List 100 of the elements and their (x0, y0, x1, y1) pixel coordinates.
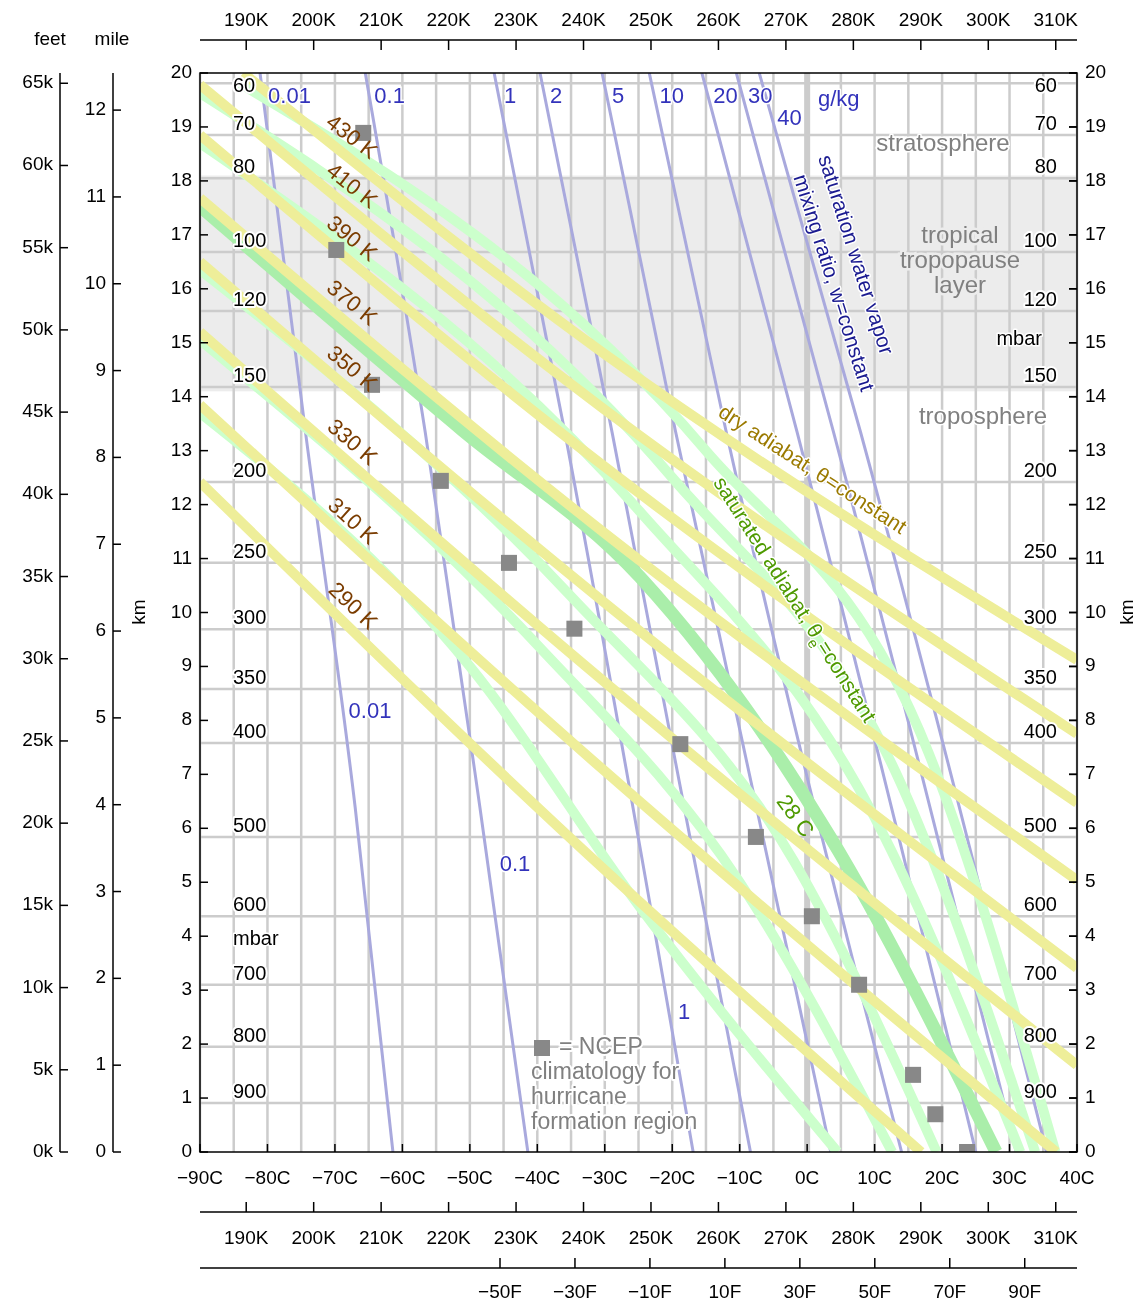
text: 10k (22, 975, 54, 997)
text: 350 (1023, 666, 1057, 689)
annotation: stratosphere (876, 129, 1010, 157)
text: 40k (22, 482, 54, 504)
text: 200 (1023, 458, 1057, 481)
annotation: 1 (677, 998, 691, 1024)
annotation: 150 (233, 363, 267, 386)
annotation: 350 (233, 666, 267, 689)
text: 120 (1023, 287, 1057, 310)
y2-tick-label: 5 (1085, 870, 1096, 892)
text: 290K (898, 1227, 944, 1248)
point (803, 908, 820, 925)
x2-tick-label: 210K (358, 9, 404, 30)
y2-tick-label: 8 (1085, 708, 1096, 730)
text: 500 (1023, 813, 1057, 836)
point (927, 1106, 944, 1123)
text: −30F (553, 1281, 597, 1302)
annotation: 250 (233, 539, 267, 562)
annotation: 70 (233, 112, 256, 135)
text: 30k (22, 646, 54, 668)
y-tick-label: 16 (170, 276, 192, 298)
annotation: 800 (233, 1023, 267, 1046)
y3-tick-label: 9 (95, 358, 106, 380)
text: 60 (1034, 74, 1057, 96)
point (500, 554, 517, 571)
annotation: 120 (233, 287, 267, 310)
annotation: 300 (233, 606, 267, 629)
text: 350 K (322, 340, 383, 397)
y2-tick-label: 2 (1085, 1032, 1096, 1054)
series-label: 20 (713, 83, 738, 109)
annotation: 700 (233, 961, 267, 984)
text: 700 (1023, 961, 1057, 984)
x2-tick-label: 300K (966, 9, 1011, 30)
text: 50F (858, 1281, 892, 1302)
text: 260K (696, 1227, 741, 1248)
annotation: 0.01 (348, 697, 392, 723)
y2-tick-label: 13 (1085, 438, 1107, 460)
text: 30F (783, 1281, 817, 1302)
y-tick-label: 1 (181, 1086, 192, 1108)
x-tick-label: −50C (446, 1167, 493, 1188)
text: 45k (22, 400, 54, 422)
series-label: 0.1 (374, 83, 405, 109)
annotation: 500 (233, 813, 267, 836)
annotation: 400 (233, 720, 267, 743)
text: 270K (763, 1227, 809, 1248)
text: feet (34, 28, 67, 50)
annotation: troposphere (918, 402, 1048, 430)
point (432, 472, 449, 489)
y3-tick-label: 4 (95, 792, 107, 814)
x2-tick-label: 200K (291, 9, 337, 30)
point (851, 976, 868, 993)
y2-tick-label: 11 (1085, 546, 1105, 568)
text: 25k (22, 728, 54, 750)
y2-tick-label: 20 (1085, 61, 1107, 83)
y-tick-label: 12 (170, 492, 192, 514)
x2-tick-label: 270K (763, 9, 809, 30)
y3-tick-label: 0 (95, 1140, 106, 1162)
series-label: 0.01 (268, 83, 311, 109)
text: 330 K (322, 413, 383, 471)
y2-tick-label: 3 (1085, 978, 1096, 1000)
y-tick-label: 11 (172, 546, 192, 568)
x2-tick-label: 310K (1033, 9, 1079, 30)
y3-tick-label: 7 (95, 532, 106, 554)
y2-tick-label: 18 (1085, 168, 1107, 190)
text: 190K (224, 1227, 269, 1248)
x2-tick-label: 240K (561, 9, 607, 30)
y-tick-label: 6 (181, 816, 192, 838)
annotation: 600 (233, 893, 267, 916)
y2-tick-label: 9 (1085, 654, 1096, 676)
annotation: 200 (233, 458, 267, 481)
text: 150 (1023, 363, 1057, 386)
text: −10F (628, 1281, 672, 1302)
x2-tick-label: 260K (696, 9, 741, 30)
text: −50F (478, 1281, 522, 1302)
y2-axis-title: km (1116, 599, 1138, 625)
y-tick-label: 18 (170, 168, 192, 190)
text: 370 K (322, 274, 383, 331)
x2-tick-label: 250K (628, 9, 674, 30)
y-tick-label: 0 (181, 1140, 192, 1162)
x2-tick-label: 280K (831, 9, 876, 30)
text: 310 K (323, 492, 383, 550)
band-label: tropical tropopause layer (899, 221, 1021, 299)
text: 250K (628, 1227, 674, 1248)
y3-tick-label: 12 (84, 98, 106, 120)
y3-axis-title: mile (94, 28, 130, 50)
text: 60k (22, 153, 54, 175)
y3-tick-label: 11 (86, 184, 106, 206)
y3-tick-label: 1 (95, 1053, 106, 1075)
annotation: 80 (233, 155, 256, 178)
x2-tick-label: 190K (224, 9, 269, 30)
point (672, 736, 689, 753)
x-tick-label: −90C (177, 1167, 223, 1188)
y2-tick-label: 7 (1085, 762, 1096, 784)
annotation: 900 (233, 1079, 267, 1102)
y-tick-label: 5 (181, 870, 192, 892)
y2-tick-label: 14 (1085, 384, 1107, 406)
text: 210K (358, 1227, 404, 1248)
text: 35k (22, 564, 54, 586)
y2-tick-label: 17 (1085, 222, 1107, 244)
x-tick-label: −30C (581, 1167, 628, 1188)
